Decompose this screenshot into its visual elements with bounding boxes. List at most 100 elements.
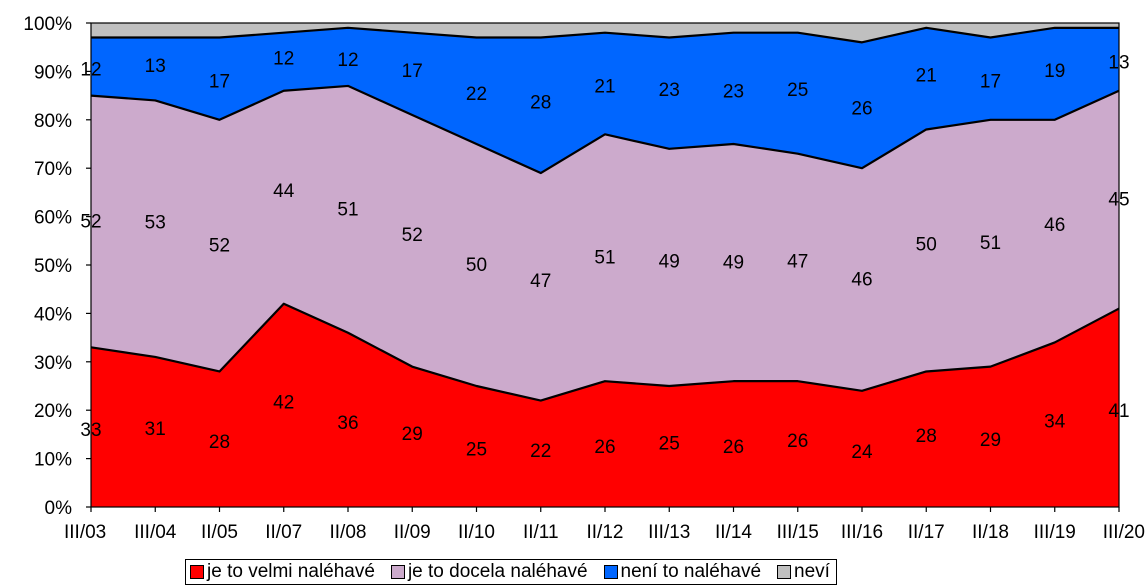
y-tick-label: 50% bbox=[34, 256, 72, 277]
x-tick-label: III/15 bbox=[777, 522, 819, 543]
x-tick-label: III/13 bbox=[648, 522, 690, 543]
data-label: 34 bbox=[1044, 412, 1066, 433]
data-labels: 33 31 28 42 36 29 25 22 26 25 26 26 24 28 29 34 41 52 53 52… bbox=[80, 49, 1129, 463]
data-label: 26 bbox=[594, 437, 615, 458]
legend-label-velmi: je to velmi naléhavé bbox=[207, 561, 375, 582]
y-tick-label: 20% bbox=[34, 401, 72, 422]
series-line-0 bbox=[90, 302, 1120, 402]
y-axis: 0% 10% 20% 30% 40% 50% 60% 70% 80% 90% 100% bbox=[23, 14, 91, 519]
x-tick-label: II/08 bbox=[330, 522, 367, 543]
x-tick-label: II/14 bbox=[715, 522, 752, 543]
y-tick-label: 80% bbox=[34, 111, 72, 132]
data-label: 33 bbox=[80, 420, 101, 441]
legend-label-nevi: neví bbox=[794, 561, 830, 582]
x-tick-label: III/04 bbox=[134, 522, 177, 543]
legend: je to velmi naléhavé je to docela naléha… bbox=[185, 559, 837, 585]
legend-swatch-docela bbox=[390, 565, 405, 579]
data-label: 25 bbox=[466, 440, 487, 461]
data-label: 46 bbox=[1044, 215, 1065, 236]
data-label: 23 bbox=[723, 81, 744, 102]
data-label: 28 bbox=[530, 92, 551, 113]
data-label: 47 bbox=[530, 271, 551, 292]
legend-item-docela: je to docela naléhavé bbox=[390, 561, 588, 583]
x-tick-label: II/11 bbox=[523, 522, 559, 543]
data-label: 52 bbox=[80, 211, 101, 232]
data-label: 21 bbox=[916, 66, 937, 87]
data-label: 49 bbox=[659, 251, 680, 272]
data-label: 29 bbox=[402, 424, 423, 445]
x-tick-label: III/03 bbox=[64, 522, 106, 543]
x-tick-label: II/09 bbox=[394, 522, 431, 543]
x-axis: III/03 III/04 II/05 II/07 II/08 II/09 II/10 II/… bbox=[64, 507, 1145, 543]
stacked-area-chart: 0% 10% 20% 30% 40% 50% 60% 70% 80% 90% 100% III/03… bbox=[23, 14, 1145, 543]
data-label: 49 bbox=[723, 253, 744, 274]
y-tick-label: 30% bbox=[34, 353, 72, 374]
data-label: 31 bbox=[145, 419, 166, 440]
x-tick-label: II/10 bbox=[458, 522, 495, 543]
data-label: 45 bbox=[1108, 190, 1129, 211]
data-label: 26 bbox=[787, 431, 808, 452]
data-label: 52 bbox=[402, 225, 423, 246]
data-label: 41 bbox=[1108, 401, 1129, 422]
data-label: 22 bbox=[530, 441, 551, 462]
data-label: 17 bbox=[402, 61, 423, 82]
data-label: 28 bbox=[209, 432, 230, 453]
y-tick-label: 60% bbox=[34, 208, 72, 229]
legend-label-neni: není to naléhavé bbox=[620, 561, 762, 582]
data-label: 25 bbox=[787, 80, 808, 101]
data-label: 21 bbox=[594, 77, 615, 98]
data-label: 22 bbox=[466, 84, 487, 105]
data-label: 47 bbox=[787, 251, 808, 272]
legend-swatch-nevi bbox=[777, 565, 792, 579]
data-label: 51 bbox=[337, 199, 358, 220]
series-line-1 bbox=[90, 84, 1120, 175]
data-label: 52 bbox=[209, 236, 230, 257]
data-label: 50 bbox=[466, 255, 487, 276]
x-tick-label: II/12 bbox=[587, 522, 624, 543]
data-label: 36 bbox=[337, 413, 358, 434]
data-label: 51 bbox=[980, 233, 1001, 254]
data-label: 53 bbox=[145, 213, 166, 234]
area-series-0 bbox=[91, 303, 1119, 507]
data-label: 44 bbox=[273, 181, 295, 202]
x-tick-label: III/19 bbox=[1034, 522, 1076, 543]
y-tick-label: 70% bbox=[34, 159, 72, 180]
area-layer bbox=[90, 22, 1120, 508]
data-label: 26 bbox=[723, 437, 744, 458]
legend-swatch-neni bbox=[603, 565, 618, 579]
x-tick-label: III/20 bbox=[1103, 522, 1145, 543]
y-tick-label: 100% bbox=[23, 14, 72, 35]
x-tick-label: II/05 bbox=[201, 522, 238, 543]
y-tick-label: 90% bbox=[34, 62, 72, 83]
area-series-1 bbox=[91, 85, 1119, 401]
data-label: 19 bbox=[1044, 61, 1065, 82]
x-tick-label: III/16 bbox=[841, 522, 883, 543]
legend-label-docela: je to docela naléhavé bbox=[407, 561, 588, 582]
data-label: 17 bbox=[209, 72, 230, 93]
data-label: 17 bbox=[980, 72, 1001, 93]
data-label: 25 bbox=[659, 434, 680, 455]
legend-swatch-velmi bbox=[190, 565, 204, 579]
y-tick-label: 40% bbox=[34, 304, 72, 325]
data-label: 12 bbox=[337, 50, 358, 71]
data-label: 28 bbox=[916, 426, 937, 447]
data-label: 29 bbox=[980, 430, 1001, 451]
data-label: 13 bbox=[1108, 52, 1129, 73]
legend-item-neni: není to naléhavé bbox=[603, 561, 762, 583]
data-label: 23 bbox=[659, 80, 680, 101]
data-label: 13 bbox=[145, 56, 166, 77]
data-label: 46 bbox=[851, 270, 872, 291]
data-label: 51 bbox=[594, 248, 615, 269]
x-tick-label: II/18 bbox=[972, 522, 1009, 543]
data-label: 24 bbox=[851, 442, 873, 463]
data-label: 26 bbox=[851, 98, 872, 119]
area-series-2 bbox=[91, 27, 1119, 174]
x-tick-label: II/17 bbox=[908, 522, 945, 543]
data-label: 42 bbox=[273, 392, 294, 413]
data-label: 12 bbox=[80, 60, 101, 81]
series-line-2 bbox=[91, 26, 1119, 44]
data-label: 50 bbox=[916, 234, 937, 255]
y-tick-label: 0% bbox=[45, 498, 73, 519]
data-label: 12 bbox=[273, 49, 294, 70]
